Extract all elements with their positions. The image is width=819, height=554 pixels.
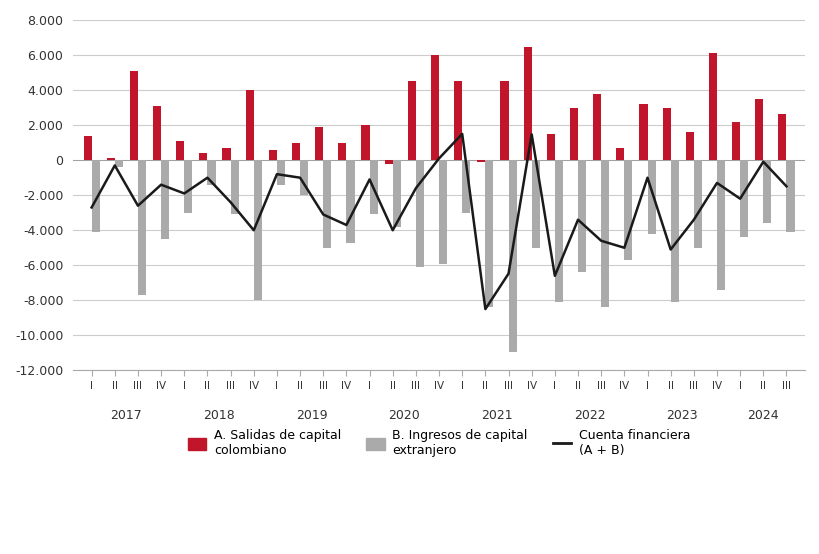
- Bar: [161, 160, 169, 239]
- Bar: [253, 160, 261, 300]
- Bar: [477, 160, 485, 162]
- Bar: [454, 81, 462, 160]
- Bar: [392, 160, 400, 227]
- Bar: [138, 160, 146, 295]
- Bar: [230, 160, 238, 214]
- Bar: [369, 160, 378, 214]
- Bar: [129, 71, 138, 160]
- Bar: [115, 160, 123, 167]
- Text: 2017: 2017: [111, 409, 142, 422]
- Text: 2020: 2020: [388, 409, 419, 422]
- Bar: [600, 160, 609, 307]
- Bar: [693, 160, 701, 248]
- Bar: [300, 160, 308, 195]
- Bar: [592, 94, 600, 160]
- Bar: [462, 160, 470, 213]
- Bar: [685, 132, 693, 160]
- Bar: [785, 160, 794, 232]
- Bar: [670, 160, 678, 302]
- Bar: [531, 160, 539, 248]
- Text: 2019: 2019: [296, 409, 327, 422]
- Bar: [523, 47, 531, 160]
- Bar: [361, 125, 369, 160]
- Bar: [176, 141, 184, 160]
- Bar: [207, 160, 215, 184]
- Bar: [500, 81, 508, 160]
- Bar: [740, 160, 748, 237]
- Bar: [199, 153, 207, 160]
- Bar: [623, 160, 631, 260]
- Bar: [485, 160, 493, 307]
- Bar: [106, 158, 115, 160]
- Bar: [431, 55, 438, 160]
- Bar: [153, 106, 161, 160]
- Text: 2021: 2021: [481, 409, 512, 422]
- Bar: [616, 148, 623, 160]
- Bar: [577, 160, 586, 273]
- Text: 2023: 2023: [666, 409, 697, 422]
- Legend: A. Salidas de capital
colombiano, B. Ingresos de capital
extranjero, Cuenta fina: A. Salidas de capital colombiano, B. Ing…: [183, 424, 695, 462]
- Bar: [415, 160, 423, 267]
- Text: 2024: 2024: [747, 409, 778, 422]
- Bar: [222, 148, 230, 160]
- Bar: [323, 160, 331, 248]
- Bar: [384, 160, 392, 163]
- Bar: [438, 160, 446, 264]
- Bar: [277, 160, 285, 184]
- Bar: [407, 81, 415, 160]
- Bar: [762, 160, 771, 223]
- Bar: [554, 160, 563, 302]
- Text: 2018: 2018: [203, 409, 234, 422]
- Bar: [92, 160, 100, 232]
- Bar: [731, 122, 740, 160]
- Bar: [777, 115, 785, 160]
- Bar: [246, 90, 253, 160]
- Bar: [269, 150, 277, 160]
- Bar: [569, 107, 577, 160]
- Bar: [292, 142, 300, 160]
- Bar: [508, 160, 516, 352]
- Bar: [708, 53, 716, 160]
- Bar: [184, 160, 192, 213]
- Bar: [338, 142, 346, 160]
- Bar: [546, 134, 554, 160]
- Bar: [639, 104, 647, 160]
- Bar: [716, 160, 724, 290]
- Bar: [754, 99, 762, 160]
- Bar: [314, 127, 323, 160]
- Bar: [647, 160, 655, 234]
- Bar: [84, 136, 92, 160]
- Bar: [662, 107, 670, 160]
- Text: 2022: 2022: [573, 409, 604, 422]
- Bar: [346, 160, 354, 243]
